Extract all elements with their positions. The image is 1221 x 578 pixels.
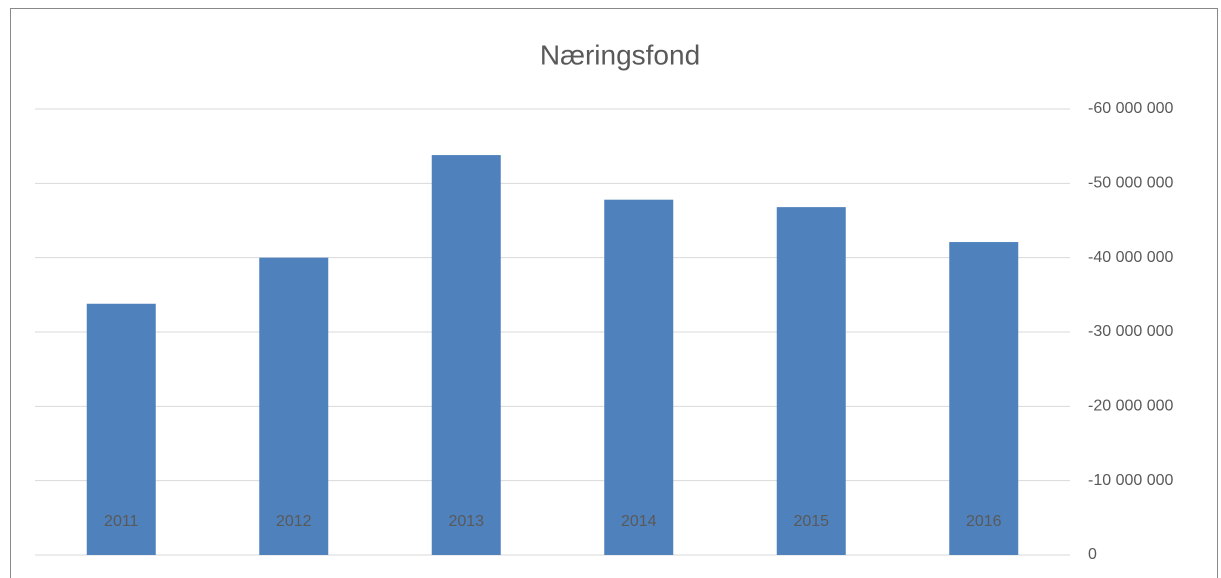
bar — [949, 242, 1019, 555]
x-tick-label: 2013 — [448, 513, 484, 530]
x-tick-label: 2016 — [966, 513, 1002, 530]
x-tick-label: 2015 — [793, 513, 829, 530]
y-tick-label: -40 000 000 — [1088, 249, 1174, 266]
y-tick-label: -30 000 000 — [1088, 323, 1174, 340]
y-tick-label: -10 000 000 — [1088, 472, 1174, 489]
bar — [259, 257, 329, 555]
y-tick-label: -50 000 000 — [1088, 175, 1174, 192]
bar — [86, 303, 156, 555]
bar — [604, 199, 674, 556]
x-tick-label: 2014 — [621, 513, 657, 530]
y-tick-label: 0 — [1088, 546, 1097, 563]
bar — [431, 155, 501, 555]
x-tick-label: 2011 — [104, 513, 139, 530]
chart-title: Næringsfond — [540, 39, 700, 70]
x-tick-label: 2012 — [276, 513, 312, 530]
bar — [776, 207, 846, 555]
y-tick-label: -60 000 000 — [1088, 100, 1174, 117]
y-tick-label: -20 000 000 — [1088, 398, 1174, 415]
